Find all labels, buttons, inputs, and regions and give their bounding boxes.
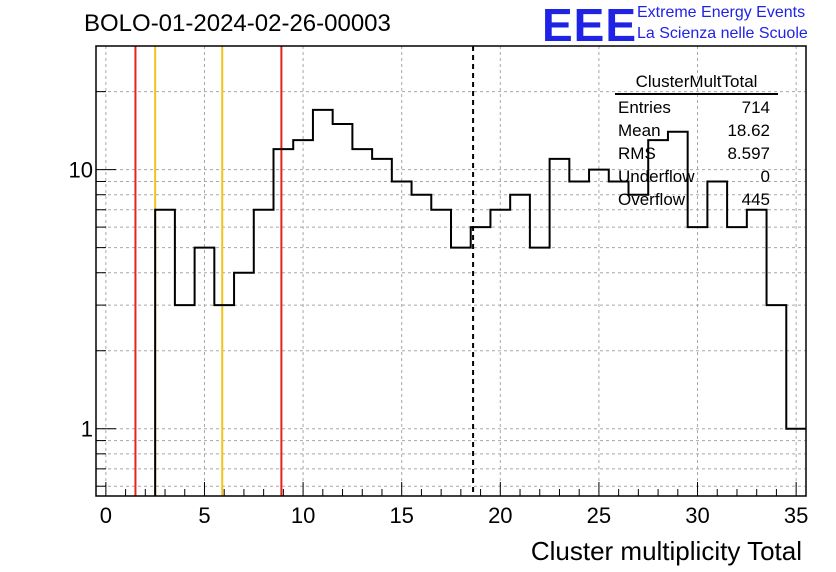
x-tick-label: 10 bbox=[291, 503, 315, 528]
eee-subtitle-line2: La Scienza nelle Scuole bbox=[637, 25, 808, 42]
stats-value: 18.62 bbox=[727, 121, 770, 140]
histogram-bin bbox=[254, 210, 274, 496]
stats-row-entries: Entries 714 bbox=[615, 96, 778, 119]
page-title: BOLO-01-2024-02-26-00003 bbox=[84, 10, 391, 37]
histogram-bin bbox=[234, 273, 254, 496]
axis-tick-labels: 0 5 10 15 20 25 30 35 1 10 bbox=[69, 158, 809, 528]
histogram-bin bbox=[274, 149, 294, 496]
stats-row-mean: Mean 18.62 bbox=[615, 119, 778, 142]
stats-label: RMS bbox=[618, 144, 656, 163]
axis-ticks bbox=[96, 91, 797, 496]
stats-label: Overflow bbox=[618, 190, 686, 209]
stats-value: 445 bbox=[741, 190, 770, 209]
histogram-bin bbox=[451, 248, 471, 496]
stats-label: Entries bbox=[618, 98, 671, 117]
histogram-bin bbox=[550, 159, 570, 496]
histogram-bin bbox=[392, 181, 412, 496]
histogram-line bbox=[154, 108, 806, 496]
histogram-bin bbox=[747, 210, 767, 496]
histogram-bin bbox=[175, 305, 195, 496]
histogram-bin bbox=[333, 124, 353, 496]
x-tick-label: 15 bbox=[389, 503, 413, 528]
stats-title: ClusterMultTotal bbox=[615, 72, 778, 95]
histogram-bin bbox=[313, 110, 333, 496]
histogram-bin bbox=[609, 181, 629, 496]
x-tick-label: 30 bbox=[685, 503, 709, 528]
eee-subtitle-line1: Extreme Energy Events bbox=[637, 4, 806, 21]
histogram-bin bbox=[155, 210, 175, 496]
y-tick-label: 1 bbox=[81, 417, 93, 442]
stats-label: Mean bbox=[618, 121, 661, 140]
histogram-bin bbox=[352, 149, 372, 496]
histogram-bin bbox=[293, 140, 313, 496]
x-axis-label: Cluster multiplicity Total bbox=[531, 536, 802, 566]
stats-box: ClusterMultTotal Entries 714 Mean 18.62 … bbox=[615, 72, 778, 211]
stats-row-underflow: Underflow 0 bbox=[615, 165, 778, 188]
histogram-bin bbox=[510, 195, 530, 496]
histogram-bin bbox=[767, 305, 787, 496]
stats-row-overflow: Overflow 445 bbox=[615, 188, 778, 211]
histogram-bin bbox=[195, 248, 215, 496]
histogram-bin bbox=[214, 305, 234, 496]
histogram-bin bbox=[569, 181, 589, 496]
histogram-bin bbox=[471, 227, 491, 496]
histogram-bin bbox=[629, 195, 649, 496]
histogram-bin bbox=[688, 227, 708, 496]
stats-row-rms: RMS 8.597 bbox=[615, 142, 778, 165]
stats-value: 8.597 bbox=[727, 144, 770, 163]
histogram-bin bbox=[589, 170, 609, 496]
stats-label: Underflow bbox=[618, 167, 695, 186]
x-tick-label: 35 bbox=[784, 503, 808, 528]
eee-logo: EEE bbox=[542, 0, 638, 51]
plot-frame bbox=[95, 45, 807, 497]
stats-value: 714 bbox=[741, 98, 770, 117]
x-tick-label: 0 bbox=[100, 503, 112, 528]
x-tick-label: 20 bbox=[488, 503, 512, 528]
x-tick-label: 25 bbox=[587, 503, 611, 528]
histogram-bin bbox=[530, 248, 550, 496]
y-tick-label: 10 bbox=[69, 158, 93, 183]
histogram-bin bbox=[431, 210, 451, 496]
histogram-bin bbox=[707, 181, 727, 496]
histogram-bin bbox=[727, 227, 747, 496]
x-tick-label: 5 bbox=[198, 503, 210, 528]
histogram-bin bbox=[412, 195, 432, 496]
stats-value: 0 bbox=[760, 167, 770, 186]
histogram-bin bbox=[490, 210, 510, 496]
histogram-bin bbox=[372, 159, 392, 496]
